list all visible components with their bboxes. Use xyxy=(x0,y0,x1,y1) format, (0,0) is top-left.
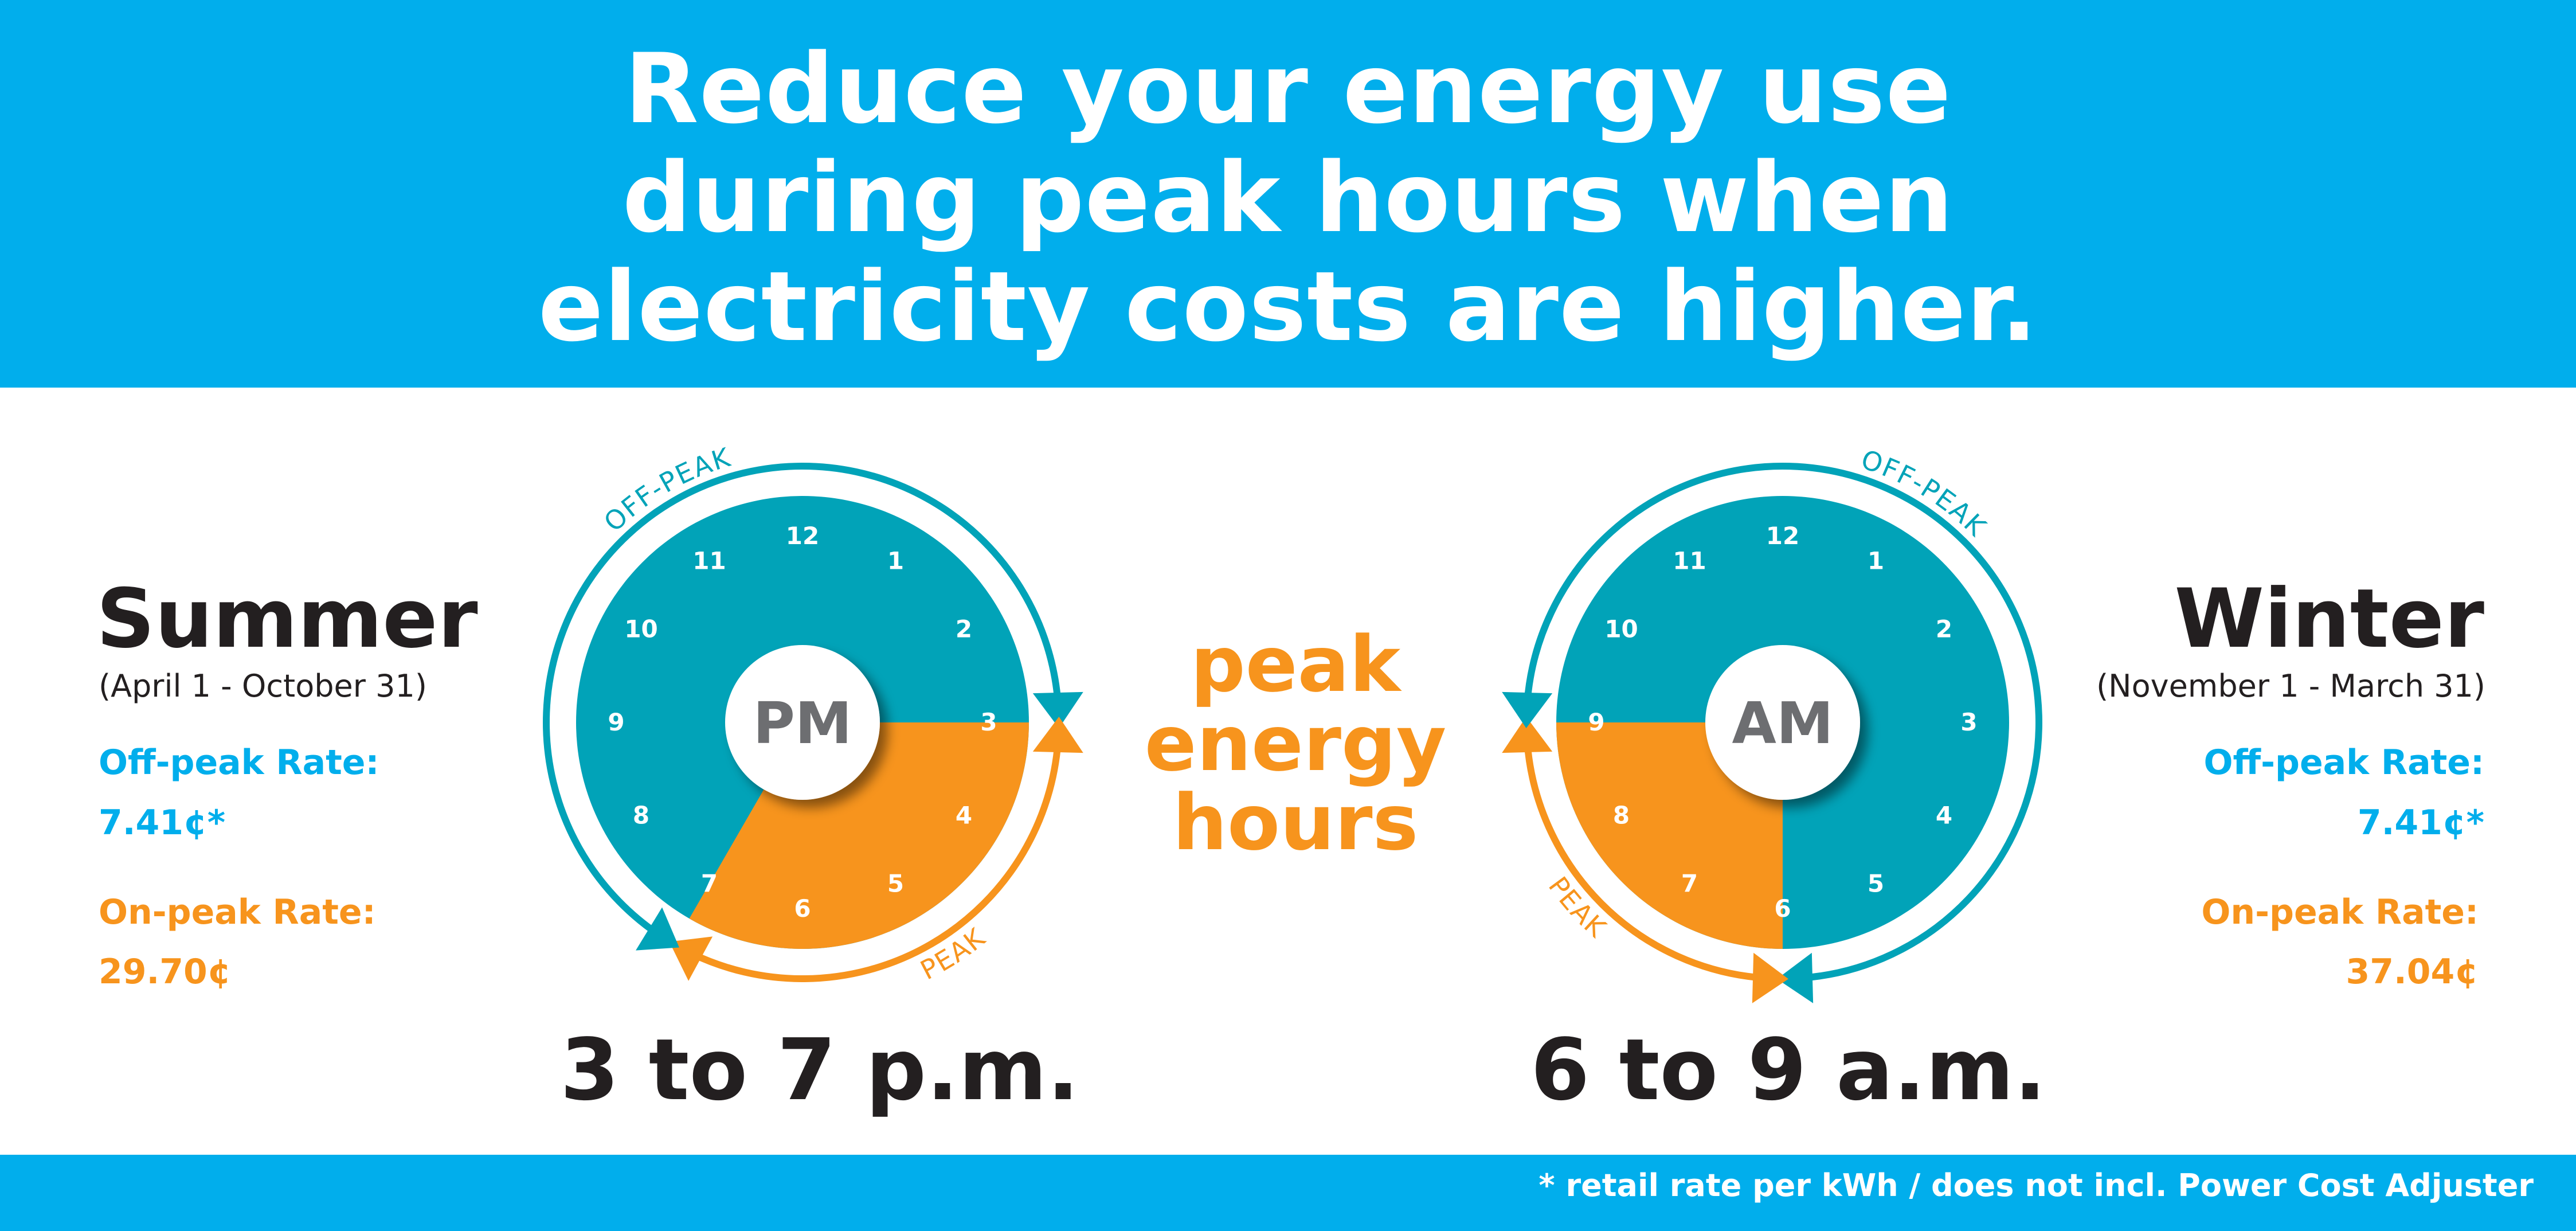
summer-title: Summer xyxy=(96,572,478,666)
headline-line-2: during peak hours when xyxy=(622,142,1954,254)
winter-clock-number: 4 xyxy=(1936,802,1952,830)
center-line-1: peak xyxy=(1190,620,1401,709)
winter-clock-number: 12 xyxy=(1766,522,1799,550)
winter-clock-number: 11 xyxy=(1673,547,1706,575)
summer-clock-number: 7 xyxy=(701,869,718,897)
winter-peak-arrow-start xyxy=(1752,952,1788,1003)
summer-clock-number: 6 xyxy=(794,894,811,923)
headline: Reduce your energy use during peak hours… xyxy=(0,34,2576,361)
summer-offpeak-label: Off-peak Rate: xyxy=(99,742,379,783)
winter-title: Winter xyxy=(2174,572,2484,666)
winter-peak-wedge xyxy=(1556,722,1783,949)
winter-clock-number: 7 xyxy=(1681,869,1698,897)
summer-clock-center-label: PM xyxy=(753,690,852,757)
winter-time-range: 6 to 9 a.m. xyxy=(1530,1021,2046,1119)
summer-clock-center xyxy=(725,645,880,800)
winter-clock-center xyxy=(1705,645,1860,800)
winter-dates: (November 1 - March 31) xyxy=(2096,668,2485,704)
winter-clock-number: 8 xyxy=(1613,802,1630,830)
peak-energy-hours-text: peak energy hours xyxy=(1141,625,1450,862)
summer-clock-number: 9 xyxy=(608,708,624,736)
summer-offpeak-value: 7.41¢* xyxy=(99,803,226,843)
summer-clock-number: 3 xyxy=(980,708,997,736)
footnote: * retail rate per kWh / does not incl. P… xyxy=(1538,1167,2534,1203)
center-line-3: hours xyxy=(1172,778,1419,867)
summer-peak-arrow-start xyxy=(1032,717,1083,753)
summer-onpeak-label: On-peak Rate: xyxy=(99,892,376,932)
summer-offpeak-arrow-start xyxy=(636,907,679,951)
winter-clock-center-label: AM xyxy=(1732,690,1834,757)
footer-banner xyxy=(0,1155,2576,1231)
winter-peak-arrow xyxy=(1502,717,1553,753)
winter-clock-number: 9 xyxy=(1588,708,1604,736)
winter-offpeak-arc xyxy=(1524,463,2042,982)
summer-clock-number: 10 xyxy=(624,615,657,643)
winter-clock-number: 5 xyxy=(1868,869,1884,897)
summer-offpeak-arrow xyxy=(1032,691,1083,728)
headline-line-1: Reduce your energy use xyxy=(624,33,1952,145)
summer-clock-number: 8 xyxy=(633,802,649,830)
winter-offpeak-arrow-start xyxy=(1502,691,1553,728)
center-line-2: energy xyxy=(1144,699,1447,788)
summer-clock-number: 1 xyxy=(887,547,904,575)
summer-offpeak-arc xyxy=(543,463,1062,937)
winter-onpeak-label: On-peak Rate: xyxy=(2201,892,2479,932)
summer-time-range: 3 to 7 p.m. xyxy=(560,1021,1079,1119)
summer-clock-number: 5 xyxy=(887,869,904,897)
summer-peak-arc xyxy=(690,742,1062,982)
winter-clock-number: 3 xyxy=(1960,708,1977,736)
winter-offpeak-label: Off-peak Rate: xyxy=(2203,742,2485,783)
summer-clock-number: 4 xyxy=(956,802,972,830)
winter-clock-number: 10 xyxy=(1604,615,1638,643)
summer-dates: (April 1 - October 31) xyxy=(99,668,427,704)
summer-onpeak-value: 29.70¢ xyxy=(99,952,232,992)
summer-clock-number: 2 xyxy=(956,615,972,643)
winter-offpeak-arrow xyxy=(1777,952,1814,1003)
winter-clock-number: 1 xyxy=(1868,547,1884,575)
winter-offpeak-value: 7.41¢* xyxy=(2357,803,2484,843)
winter-peak-arc xyxy=(1524,742,1763,982)
header-banner xyxy=(0,0,2576,388)
winter-clock-number: 6 xyxy=(1774,894,1791,923)
summer-peak-arrow xyxy=(669,936,713,981)
headline-line-3: electricity costs are higher. xyxy=(538,251,2038,363)
winter-clock-number: 2 xyxy=(1936,615,1952,643)
summer-clock-number: 12 xyxy=(786,522,819,550)
summer-clock-number: 11 xyxy=(692,547,726,575)
winter-onpeak-value: 37.04¢ xyxy=(2346,952,2479,992)
